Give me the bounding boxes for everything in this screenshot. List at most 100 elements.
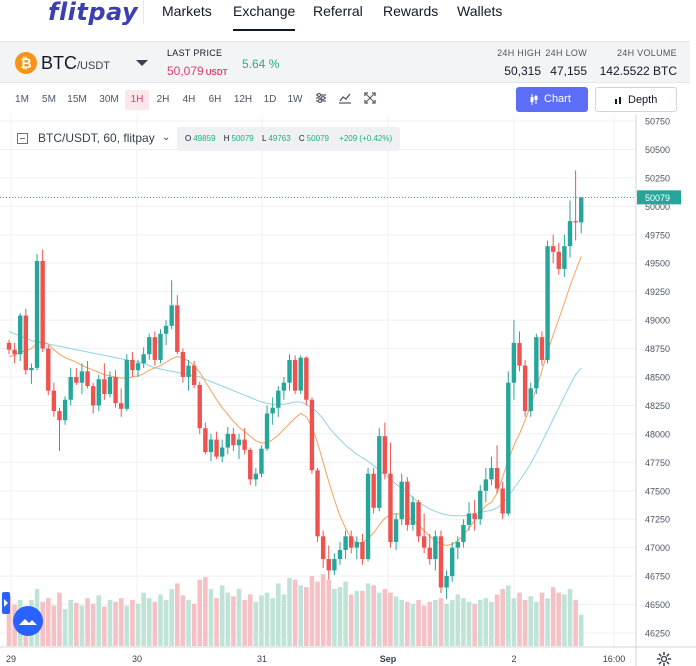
- volume-bar: [365, 583, 371, 646]
- ohlc-close-key: C: [298, 134, 305, 143]
- candle-body: [242, 439, 247, 450]
- volume-bar: [292, 579, 298, 646]
- volume-bar: [348, 594, 354, 646]
- candle-body: [163, 325, 169, 334]
- nav-item-exchange[interactable]: Exchange: [233, 3, 296, 31]
- volume-bar: [208, 588, 214, 646]
- toggle-drawing-toolbar-handle[interactable]: [2, 592, 10, 614]
- volume-bar: [461, 598, 466, 646]
- pair-selector[interactable]: BTC/USDT: [41, 53, 110, 74]
- candle-body: [12, 349, 17, 355]
- indicators-icon[interactable]: [314, 91, 328, 105]
- nav-item-markets[interactable]: Markets: [162, 3, 212, 19]
- candle-body: [113, 377, 118, 404]
- candle-body: [315, 470, 320, 537]
- price-tick-label: 47000: [645, 543, 670, 553]
- volume-bar: [124, 605, 130, 646]
- nav-item-referral[interactable]: Referral: [313, 3, 363, 19]
- volume-bar: [79, 605, 85, 646]
- chevron-down-icon[interactable]: [136, 60, 148, 66]
- gear-icon[interactable]: [656, 651, 672, 666]
- volume-bar: [388, 592, 393, 646]
- volume-bar: [231, 596, 236, 646]
- legend-title[interactable]: BTC/USDT, 60, flitpay: [38, 131, 155, 145]
- candle-body: [455, 541, 460, 548]
- volume-bar: [152, 601, 158, 646]
- interval-12h[interactable]: 12H: [233, 94, 253, 105]
- time-tick-label: 16:00: [603, 654, 626, 664]
- interval-toolbar: 1M 5M 15M 30M 1H 2H 4H 6H 12H 1D 1W Char…: [0, 86, 690, 114]
- price-tick-label: 49500: [645, 259, 670, 269]
- candle-body: [377, 436, 382, 508]
- volume-bar: [74, 602, 79, 646]
- volume-bar: [130, 600, 135, 646]
- depth-view-button[interactable]: Depth: [595, 87, 677, 112]
- interval-2h[interactable]: 2H: [156, 94, 170, 105]
- candle-body: [494, 468, 500, 489]
- time-tick-label: 30: [132, 654, 142, 664]
- volume-bar: [287, 577, 292, 646]
- interval-1m[interactable]: 1M: [15, 94, 29, 105]
- candle-body: [23, 315, 29, 371]
- price-tick-label: 47500: [645, 486, 670, 496]
- candle-body: [197, 384, 202, 429]
- volume-bar: [517, 592, 522, 646]
- volume-bar: [371, 585, 376, 646]
- candle-body: [410, 502, 416, 525]
- volume-bar: [405, 601, 410, 646]
- tradingview-logo[interactable]: [13, 606, 43, 636]
- nav-divider: [143, 0, 144, 24]
- volume-bar: [107, 600, 113, 646]
- collapse-legend-icon[interactable]: [17, 133, 28, 144]
- volume-bar: [466, 601, 472, 646]
- interval-4h[interactable]: 4H: [182, 94, 196, 105]
- volume-bar: [219, 585, 225, 646]
- volume-bar: [421, 605, 427, 646]
- price-chart[interactable]: 50750 50500 50250 50000 49750 49500 49250 49000…: [0, 115, 696, 666]
- volume-bar: [399, 600, 404, 646]
- candle-body: [292, 359, 298, 391]
- price-tick-label: 49250: [645, 287, 670, 297]
- interval-1h[interactable]: 1H: [125, 90, 149, 110]
- interval-6h[interactable]: 6H: [208, 94, 222, 105]
- pair-quote: /USDT: [77, 60, 110, 72]
- candle-body: [18, 315, 23, 355]
- fullscreen-icon[interactable]: [363, 91, 377, 105]
- depth-icon: [615, 97, 621, 104]
- chart-style-icon[interactable]: [338, 91, 352, 105]
- candle-body: [421, 536, 427, 548]
- candle-body: [141, 354, 146, 364]
- candle-body: [259, 448, 264, 474]
- candle-body: [6, 342, 12, 350]
- candle-body: [135, 363, 141, 371]
- volume-bar: [57, 592, 62, 646]
- volume-bar: [354, 590, 360, 646]
- interval-30m[interactable]: 30M: [99, 94, 119, 105]
- candle-body: [270, 407, 275, 414]
- interval-1w[interactable]: 1W: [287, 94, 303, 105]
- volume-bar: [214, 598, 219, 646]
- volume-bar: [90, 603, 96, 646]
- pair-base: BTC: [41, 53, 77, 73]
- chart-view-button[interactable]: Chart: [516, 87, 588, 112]
- interval-15m[interactable]: 15M: [67, 94, 87, 105]
- candle-body: [438, 536, 444, 588]
- candle-body: [236, 439, 242, 446]
- price-tick-label: 48000: [645, 429, 670, 439]
- depth-button-label: Depth: [628, 94, 658, 106]
- chevron-down-icon[interactable]: ⌄: [162, 132, 171, 143]
- nav-item-wallets[interactable]: Wallets: [457, 3, 503, 19]
- price-change-percent: 5.64 %: [242, 57, 280, 71]
- chart-button-label: Chart: [544, 93, 571, 105]
- interval-5m[interactable]: 5M: [42, 94, 56, 105]
- volume-bar: [511, 598, 517, 646]
- volume-bar: [494, 594, 500, 646]
- nav-item-rewards[interactable]: Rewards: [383, 3, 439, 19]
- interval-1d[interactable]: 1D: [263, 94, 277, 105]
- volume-bar: [505, 585, 511, 646]
- candle-body: [550, 246, 556, 252]
- brand-logo[interactable]: flitpay: [48, 0, 139, 26]
- volume-bar: [315, 581, 320, 646]
- candlestick-chart[interactable]: 50750 50500 50250 50000 49750 49500 49250 49000…: [0, 115, 696, 666]
- volume-bar: [539, 592, 545, 646]
